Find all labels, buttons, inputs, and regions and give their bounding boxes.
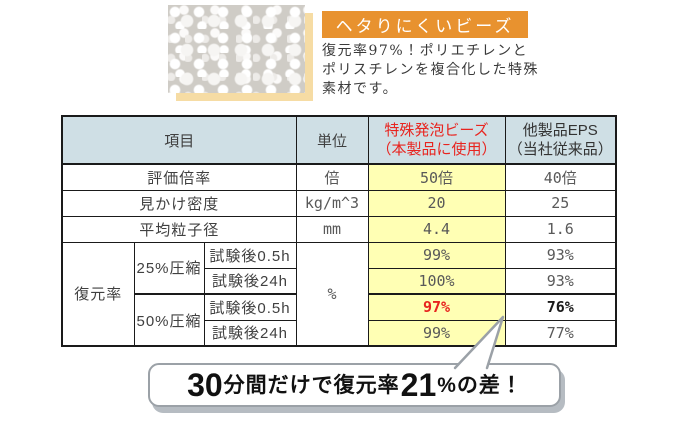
eps-value: 1.6 xyxy=(546,220,574,238)
description-line: ポリスチレンを複合化した特殊 xyxy=(322,62,539,78)
eps-value: 25 xyxy=(551,194,570,212)
eps-value: 93% xyxy=(546,271,574,290)
header-special-beads: 特殊発泡ビーズ （本製品に使用） xyxy=(367,115,506,165)
callout-text: 分間だけで復元率 xyxy=(223,373,400,397)
special-value: 4.4 xyxy=(422,220,451,238)
callout-number: 30 xyxy=(187,367,223,403)
special-value: 99% xyxy=(422,246,451,264)
header-line: （当社従来品） xyxy=(507,141,613,158)
test-time-label: 試験後0.5h xyxy=(203,293,297,321)
table-row: 復元率 25%圧縮 試験後0.5h % 99% 93% xyxy=(61,241,617,347)
table-row: 平均粒子径 mm 4.4 1.6 xyxy=(61,215,617,243)
special-value-highlight: 97% xyxy=(422,298,451,317)
test-time-label: 試験後0.5h xyxy=(203,241,297,269)
unit-cell: kg/m^3 xyxy=(295,189,369,217)
eps-value: 77% xyxy=(546,323,574,342)
description-line: 復元率97%！ポリエチレンと xyxy=(322,43,529,59)
eps-value-highlight: 76% xyxy=(546,298,574,317)
unit-cell: % xyxy=(295,241,369,347)
callout-text: %の差！ xyxy=(437,373,523,397)
headline-banner: ヘタりにくいビーズ xyxy=(322,11,528,38)
callout-bubble: 30 分間だけで復元率 21 %の差！ xyxy=(148,363,561,407)
row-label: 平均粒子径 xyxy=(61,215,297,243)
table-row: 評価倍率 倍 50倍 40倍 xyxy=(61,163,617,191)
product-description: 復元率97%！ポリエチレンと ポリスチレンを複合化した特殊 素材です。 xyxy=(322,42,572,99)
callout-tail xyxy=(453,315,505,370)
compression-group-label: 50%圧縮 xyxy=(133,293,205,347)
header-eps: 他製品EPS （当社従来品） xyxy=(504,115,617,165)
unit-cell: mm xyxy=(295,215,369,243)
header-item: 項目 xyxy=(61,115,297,165)
special-value: 100% xyxy=(418,271,455,290)
foam-beads-photo xyxy=(168,5,305,93)
header-line: （本製品に使用） xyxy=(376,141,497,158)
special-value: 99% xyxy=(422,323,451,342)
eps-value: 40倍 xyxy=(543,168,577,187)
header-line: 特殊発泡ビーズ xyxy=(384,122,489,139)
comparison-table: 項目 単位 特殊発泡ビーズ （本製品に使用） 他製品EPS （当社従来品） 評価… xyxy=(61,115,617,347)
description-line: 素材です。 xyxy=(322,81,399,97)
special-value: 20 xyxy=(427,194,446,212)
table-row: 見かけ密度 kg/m^3 20 25 xyxy=(61,189,617,217)
compression-group-label: 25%圧縮 xyxy=(133,241,205,295)
test-time-label: 試験後24h xyxy=(203,267,297,295)
table-row: 試験後24h 100% 93% xyxy=(62,267,617,295)
special-value: 50倍 xyxy=(419,168,454,187)
row-label: 評価倍率 xyxy=(61,163,297,191)
unit-cell: 倍 xyxy=(295,163,369,191)
table-header-row: 項目 単位 特殊発泡ビーズ （本製品に使用） 他製品EPS （当社従来品） xyxy=(61,115,617,165)
eps-value: 93% xyxy=(546,246,574,264)
test-time-label: 試験後24h xyxy=(203,319,297,347)
header-unit: 単位 xyxy=(295,115,369,165)
recovery-label: 復元率 xyxy=(61,241,135,347)
callout-number: 21 xyxy=(400,367,437,403)
header-line: 他製品EPS xyxy=(522,122,598,139)
headline-banner-label: ヘタりにくいビーズ xyxy=(335,17,515,36)
row-label: 見かけ密度 xyxy=(61,189,297,217)
table-row: 50%圧縮 試験後0.5h 97% 76% xyxy=(62,293,617,347)
